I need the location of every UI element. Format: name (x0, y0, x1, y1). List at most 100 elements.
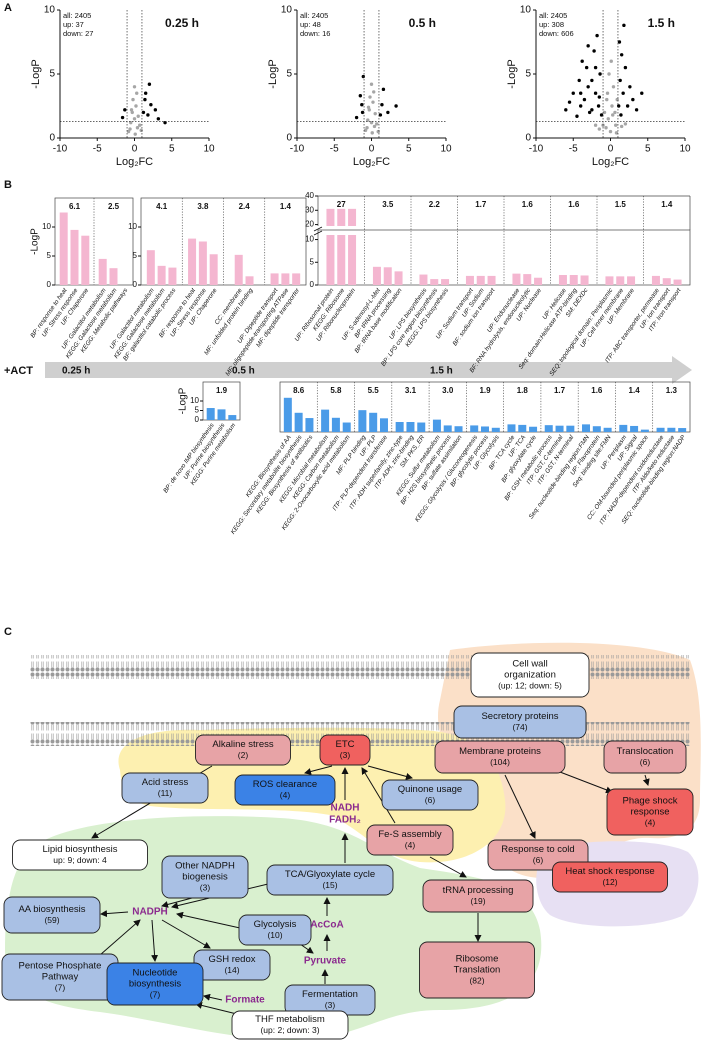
panel-label: B (4, 179, 12, 191)
data-point (625, 104, 630, 108)
bar (270, 273, 279, 285)
bar (406, 422, 415, 432)
data-point (136, 114, 140, 118)
group-score: 5.5 (368, 386, 380, 395)
group-score: 1.9 (216, 386, 228, 395)
bar (619, 424, 628, 432)
x-tick-label: 10 (203, 144, 215, 155)
node-count: (82) (469, 975, 484, 985)
node-count: (12) (602, 877, 617, 887)
arrow (176, 911, 241, 929)
term-label: Seq: domain:Helicase ATP-binding (517, 287, 579, 371)
y-tick-label: 10 (190, 396, 199, 405)
group-score: 8.6 (293, 386, 305, 395)
data-point (132, 117, 137, 121)
plot-stats: down: 27 (63, 29, 93, 38)
data-point (607, 72, 611, 76)
x-tick-label: 0 (132, 144, 138, 155)
arrow (299, 943, 314, 954)
y-tick-label: 10 (128, 222, 137, 231)
arrow (304, 765, 333, 775)
bar (603, 427, 612, 432)
y-tick-label: 5 (525, 69, 531, 80)
data-point (613, 110, 617, 115)
plot-title: 1.5 h (648, 16, 675, 30)
node-label: Ribosome (456, 954, 499, 965)
bar (417, 422, 426, 432)
bar (348, 235, 357, 285)
arrow (367, 765, 413, 780)
x-axis-label: Log₂FC (116, 156, 153, 168)
bar (651, 275, 660, 285)
node-label: biosynthesis (129, 979, 182, 990)
node-box (234, 774, 336, 806)
data-point (128, 127, 132, 131)
data-point (394, 104, 398, 108)
bar (627, 276, 636, 285)
bar (228, 415, 237, 420)
node-label: THF metabolism (255, 1014, 325, 1025)
plot-stats: all: 2405 (300, 11, 328, 20)
arrow (361, 767, 396, 824)
bar (331, 417, 340, 432)
data-point (135, 126, 140, 130)
bar (348, 208, 357, 226)
node-label: Translocation (617, 746, 674, 757)
plot-stats: up: 37 (63, 20, 84, 29)
data-point (577, 78, 581, 83)
data-point (381, 87, 386, 92)
data-point (595, 33, 599, 38)
arrow (559, 771, 613, 794)
data-point (640, 91, 644, 95)
data-point (358, 94, 363, 98)
data-point (363, 128, 368, 133)
group-score: 1.4 (661, 200, 673, 209)
x-tick-label: -5 (330, 144, 339, 155)
axis-break (313, 226, 323, 236)
arrow (151, 919, 159, 962)
node-count: up: 9; down: 4 (53, 855, 107, 865)
metabolite-label: Formate (225, 995, 265, 1006)
node-box (470, 652, 590, 698)
node-label: Pathway (42, 972, 79, 983)
bar (491, 427, 500, 432)
bar (592, 426, 601, 432)
data-point (564, 108, 568, 112)
node-box (106, 962, 204, 1006)
bar (566, 425, 575, 432)
time-label: 0.25 h (62, 366, 90, 377)
y-tick-label: 40 (305, 191, 314, 200)
data-point (610, 104, 614, 108)
data-point (129, 120, 133, 125)
bar (454, 426, 463, 432)
data-point (617, 40, 622, 44)
node-box (161, 855, 249, 899)
data-point (149, 103, 153, 107)
data-point (123, 108, 127, 112)
bar (432, 419, 441, 432)
bar (157, 265, 166, 285)
bar (281, 273, 290, 285)
plot-title: 0.5 h (409, 16, 436, 30)
bar (234, 254, 243, 285)
data-point (129, 108, 134, 112)
data-point (593, 65, 598, 70)
bar (555, 425, 564, 432)
y-tick-label: 0 (525, 133, 531, 144)
node-label: Quinone usage (398, 784, 462, 795)
data-point (163, 120, 167, 125)
data-point (126, 129, 131, 134)
node-box (12, 839, 148, 871)
data-point (615, 97, 619, 102)
metabolite-label: Pyruvate (304, 956, 347, 967)
bar (529, 426, 538, 432)
data-point (608, 129, 613, 134)
data-point (586, 44, 590, 48)
data-point (614, 123, 618, 127)
bar (70, 229, 79, 285)
data-point (593, 123, 598, 127)
node-box (266, 864, 394, 896)
data-point (375, 122, 379, 126)
group-score: 3.0 (442, 386, 454, 395)
group-score: 1.7 (475, 200, 487, 209)
